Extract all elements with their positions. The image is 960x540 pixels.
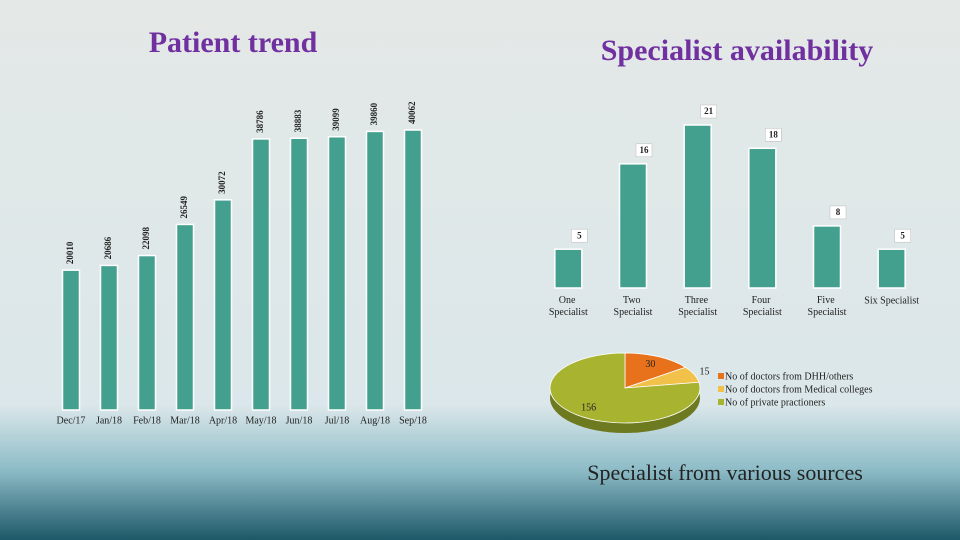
bar — [683, 124, 712, 289]
value-label: 21 — [704, 106, 714, 116]
value-label: 20686 — [103, 236, 113, 259]
x-tick-label: Jul/18 — [325, 415, 349, 426]
x-tick-label: Sep/18 — [399, 415, 427, 426]
bar — [137, 254, 157, 411]
value-label: 15 — [699, 367, 709, 378]
x-tick-label: Four Specialist — [743, 295, 782, 318]
value-label-box — [765, 128, 782, 142]
value-label: 40062 — [407, 101, 417, 124]
x-tick-label: May/18 — [245, 415, 276, 426]
x-tick-label: Three Specialist — [678, 295, 717, 318]
bar — [99, 264, 119, 411]
bar — [213, 199, 233, 411]
x-tick-label: Jan/18 — [96, 415, 122, 426]
bar — [289, 137, 309, 411]
x-tick-label: Two Specialist — [614, 295, 653, 318]
value-label: 26549 — [179, 195, 189, 218]
value-label: 39099 — [331, 108, 341, 131]
value-label: 22098 — [141, 227, 151, 250]
bar — [175, 223, 195, 411]
legend-swatch — [718, 373, 724, 379]
bar — [365, 130, 385, 411]
bar — [554, 248, 583, 289]
value-label: 38883 — [293, 109, 303, 132]
legend-label: No of private practioners — [725, 397, 825, 408]
x-tick-label: Jun/18 — [286, 415, 313, 426]
bar — [251, 138, 271, 411]
value-label: 156 — [581, 402, 596, 413]
x-tick-label: One Specialist — [549, 295, 588, 318]
legend-label: No of doctors from DHH/others — [725, 371, 853, 382]
value-label: 30 — [645, 359, 655, 370]
value-label: 16 — [640, 145, 650, 155]
x-tick-label: Apr/18 — [209, 415, 237, 426]
bar — [877, 248, 906, 289]
value-label: 5 — [900, 230, 905, 240]
value-label-box — [829, 205, 847, 220]
chart-title: Specialist from various sources — [587, 460, 863, 485]
value-label: 5 — [577, 230, 582, 240]
legend-swatch — [718, 399, 724, 405]
legend-swatch — [718, 386, 724, 392]
value-label: 38786 — [255, 110, 265, 133]
value-label-box — [635, 143, 653, 158]
value-label: 18 — [769, 129, 779, 139]
value-label: 8 — [836, 207, 841, 217]
bar — [327, 135, 347, 411]
x-tick-label: Dec/17 — [57, 415, 86, 426]
value-label: 39860 — [369, 102, 379, 125]
value-label: 30072 — [217, 171, 227, 194]
bar — [403, 129, 423, 411]
value-label: 20010 — [65, 241, 75, 264]
x-tick-label: Feb/18 — [133, 415, 161, 426]
x-tick-label: Aug/18 — [360, 415, 390, 426]
bar — [61, 269, 81, 411]
pie-slice — [549, 352, 701, 424]
chart-title: Patient trend — [149, 26, 318, 59]
x-tick-label: Five Specialist — [808, 295, 847, 318]
chart-title: Specialist availability — [601, 34, 874, 67]
legend-label: No of doctors from Medical colleges — [725, 384, 873, 395]
pie-slice — [624, 352, 687, 389]
x-tick-label: Mar/18 — [170, 415, 199, 426]
bar — [618, 163, 648, 289]
value-label-box — [894, 228, 911, 243]
x-tick-label: Six Specialist — [864, 295, 919, 306]
bar — [812, 225, 842, 289]
bar — [748, 147, 777, 289]
value-label-box — [571, 228, 588, 243]
value-label-box — [700, 104, 717, 119]
